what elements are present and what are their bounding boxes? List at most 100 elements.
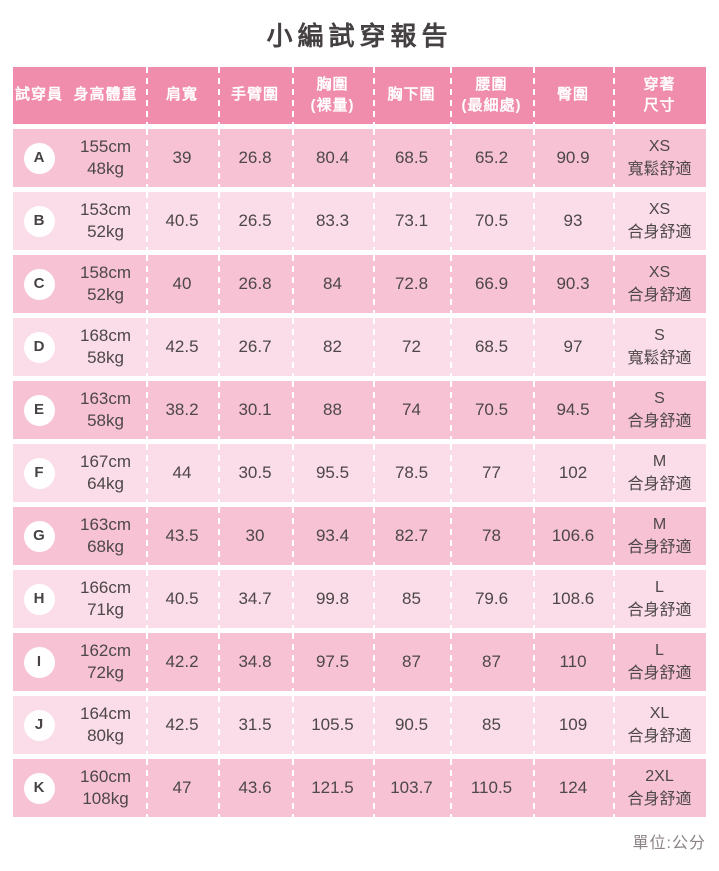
fit-report-table: 試穿員 身高體重 肩寬 手臂圍 胸圍 (裸量) 胸下圍 腰圍 (最細處) 臀圍 穿著 尺寸 A 155c… [13,62,706,822]
cell-hip: 90.9 [533,129,613,187]
cell-waist: 79.6 [450,570,533,628]
cell-waist: 87 [450,633,533,691]
table-row: F 167cm 64kg 44 30.5 95.5 78.5 77 102 M 合身舒適 [13,444,706,502]
unit-note: 單位:公分 [632,835,706,852]
cell-bust: 121.5 [292,759,373,817]
cell-shoulder: 38.2 [146,381,218,439]
table-row: E 163cm 58kg 38.2 30.1 88 74 70.5 94.5 S 合身舒適 [13,381,706,439]
column-header-5: 胸圍 (裸量) [292,67,373,124]
cell-underbust: 72 [373,318,450,376]
page-title: 小編試穿報告 [266,21,453,51]
cell-tester: D [13,318,65,376]
cell-tester: I [13,633,65,691]
table-row: G 163cm 68kg 43.5 30 93.4 82.7 78 106.6 M 合身舒適 [13,507,706,565]
cell-underbust: 103.7 [373,759,450,817]
cell-hip: 93 [533,192,613,250]
cell-height-weight: 163cm 68kg [65,507,146,565]
tester-badge: H [23,583,55,615]
cell-underbust: 87 [373,633,450,691]
cell-underbust: 74 [373,381,450,439]
cell-tester: K [13,759,65,817]
cell-shoulder: 47 [146,759,218,817]
cell-underbust: 68.5 [373,129,450,187]
cell-tester: J [13,696,65,754]
cell-height-weight: 168cm 58kg [65,318,146,376]
cell-tester: F [13,444,65,502]
cell-shoulder: 43.5 [146,507,218,565]
cell-tester: E [13,381,65,439]
tester-badge: D [23,331,55,363]
cell-size: XS 合身舒適 [613,255,706,313]
cell-shoulder: 44 [146,444,218,502]
cell-tester: G [13,507,65,565]
cell-tester: B [13,192,65,250]
cell-arm: 34.8 [218,633,292,691]
column-header-9: 穿著 尺寸 [613,67,706,124]
cell-arm: 30.5 [218,444,292,502]
cell-tester: C [13,255,65,313]
cell-size: S 寬鬆舒適 [613,318,706,376]
cell-size: XL 合身舒適 [613,696,706,754]
cell-size: XS 合身舒適 [613,192,706,250]
column-header-8: 臀圍 [533,67,613,124]
cell-waist: 70.5 [450,192,533,250]
cell-height-weight: 164cm 80kg [65,696,146,754]
table-row: K 160cm 108kg 47 43.6 121.5 103.7 110.5 124 2XL 合身… [13,759,706,817]
cell-arm: 43.6 [218,759,292,817]
cell-size: M 合身舒適 [613,444,706,502]
cell-arm: 26.8 [218,255,292,313]
tester-badge: B [23,205,55,237]
cell-size: M 合身舒適 [613,507,706,565]
table-row: H 166cm 71kg 40.5 34.7 99.8 85 79.6 108.6 L 合身舒適 [13,570,706,628]
cell-hip: 97 [533,318,613,376]
cell-shoulder: 42.5 [146,318,218,376]
tester-badge: K [23,772,55,804]
cell-waist: 85 [450,696,533,754]
cell-shoulder: 39 [146,129,218,187]
table-body: A 155cm 48kg 39 26.8 80.4 68.5 65.2 90.9 XS 寬鬆舒適 B 1… [13,129,706,817]
tester-badge: C [23,268,55,300]
cell-hip: 124 [533,759,613,817]
cell-bust: 84 [292,255,373,313]
tester-badge: I [23,646,55,678]
cell-shoulder: 40 [146,255,218,313]
cell-underbust: 78.5 [373,444,450,502]
cell-bust: 82 [292,318,373,376]
cell-arm: 30 [218,507,292,565]
cell-arm: 31.5 [218,696,292,754]
cell-underbust: 90.5 [373,696,450,754]
cell-waist: 65.2 [450,129,533,187]
cell-shoulder: 42.5 [146,696,218,754]
cell-arm: 26.5 [218,192,292,250]
cell-hip: 110 [533,633,613,691]
tester-badge: G [23,520,55,552]
cell-height-weight: 162cm 72kg [65,633,146,691]
cell-tester: A [13,129,65,187]
table-row: B 153cm 52kg 40.5 26.5 83.3 73.1 70.5 93 XS 合身舒適 [13,192,706,250]
cell-height-weight: 160cm 108kg [65,759,146,817]
cell-bust: 93.4 [292,507,373,565]
cell-hip: 106.6 [533,507,613,565]
cell-arm: 34.7 [218,570,292,628]
cell-shoulder: 42.2 [146,633,218,691]
cell-bust: 80.4 [292,129,373,187]
cell-height-weight: 163cm 58kg [65,381,146,439]
tester-badge: F [23,457,55,489]
cell-size: 2XL 合身舒適 [613,759,706,817]
header-row: 試穿員 身高體重 肩寬 手臂圍 胸圍 (裸量) 胸下圍 腰圍 (最細處) 臀圍 穿著 尺寸 [13,67,706,124]
cell-bust: 88 [292,381,373,439]
cell-waist: 110.5 [450,759,533,817]
cell-hip: 102 [533,444,613,502]
cell-bust: 105.5 [292,696,373,754]
column-header-4: 手臂圍 [218,67,292,124]
tester-badge: J [23,709,55,741]
cell-underbust: 72.8 [373,255,450,313]
cell-arm: 26.8 [218,129,292,187]
cell-hip: 108.6 [533,570,613,628]
cell-bust: 99.8 [292,570,373,628]
cell-underbust: 73.1 [373,192,450,250]
cell-shoulder: 40.5 [146,192,218,250]
cell-height-weight: 167cm 64kg [65,444,146,502]
column-header-1: 試穿員 [13,67,65,124]
cell-size: L 合身舒適 [613,570,706,628]
